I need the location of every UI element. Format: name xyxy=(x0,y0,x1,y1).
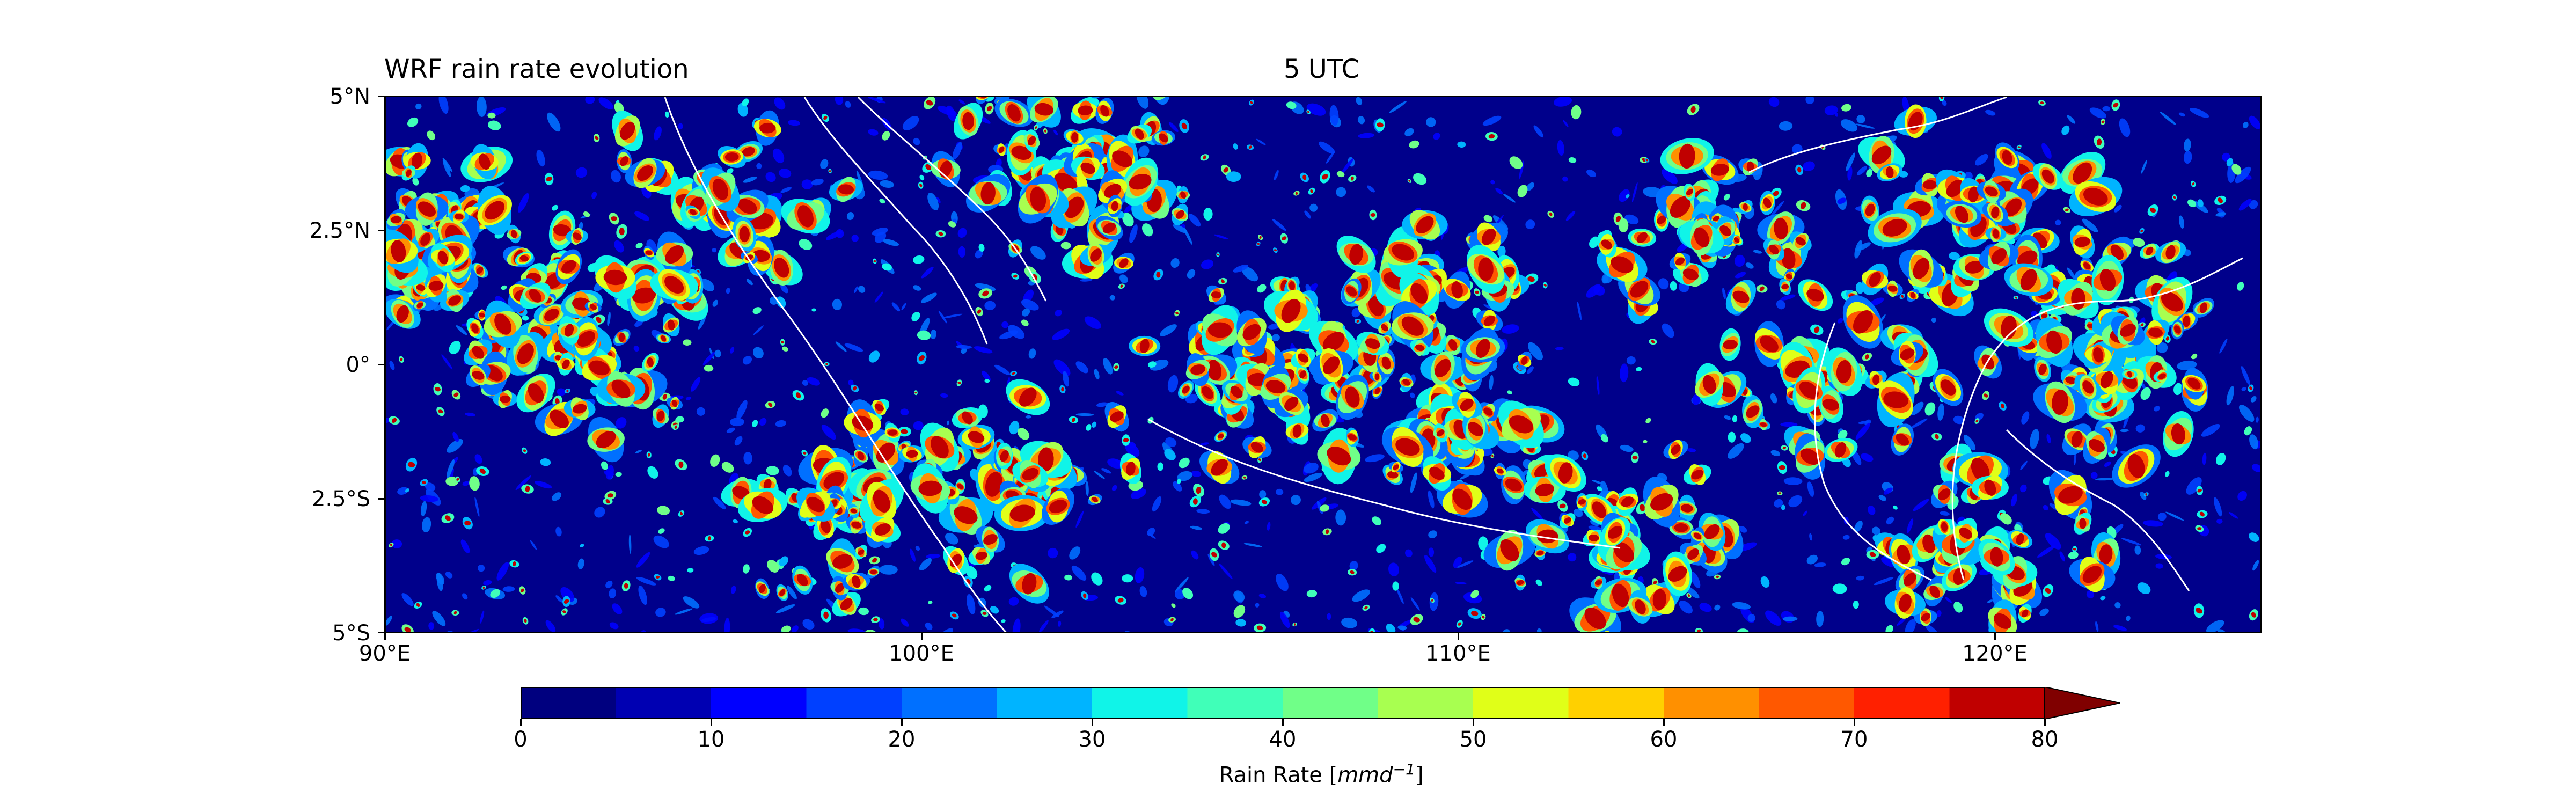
colorbar-swatch xyxy=(1759,687,1855,719)
lat-tick-mark xyxy=(378,96,384,97)
colorbar-outline xyxy=(521,687,2045,719)
lon-tick-mark xyxy=(921,633,923,640)
colorbar-swatch xyxy=(1568,687,1664,719)
figure-title: WRF rain rate evolution xyxy=(384,54,689,84)
lat-tick-mark xyxy=(378,498,384,500)
coastline-malay-peninsula xyxy=(857,97,1047,302)
colorbar-label: Rain Rate [mmd−1] xyxy=(1219,762,1424,786)
lat-tick-label: 5°N xyxy=(330,84,370,109)
colorbar-tick-label: 10 xyxy=(697,727,725,752)
lon-tick-label: 120°E xyxy=(1962,641,2028,666)
colorbar-label-text: Rain Rate [ xyxy=(1219,763,1338,788)
colorbar-tick-label: 60 xyxy=(1650,727,1678,752)
lon-tick-mark xyxy=(384,633,386,640)
colorbar-swatch xyxy=(1664,687,1759,719)
colorbar-tick-mark xyxy=(901,719,903,726)
lat-tick-mark xyxy=(378,364,384,365)
colorbar-tick-label: 30 xyxy=(1078,727,1106,752)
time-label: 5 UTC xyxy=(1284,54,1359,84)
colorbar-swatch xyxy=(1854,687,1950,719)
colorbar-tick-label: 80 xyxy=(2031,727,2059,752)
lat-tick-label: 2.5°N xyxy=(309,218,370,243)
colorbar-swatch xyxy=(711,687,807,719)
coastline-java-sea xyxy=(1147,418,1621,549)
colorbar-label-exponent: −1 xyxy=(1393,760,1415,778)
colorbar-tick-label: 50 xyxy=(1459,727,1487,752)
colorbar-tick-mark xyxy=(1092,719,1093,726)
coastline-borneo xyxy=(1748,97,2007,173)
coastlines xyxy=(664,97,2243,632)
colorbar-swatch xyxy=(1949,687,2045,719)
lon-tick-label: 90°E xyxy=(358,641,411,666)
lat-tick-mark xyxy=(378,632,384,633)
colorbar-swatch xyxy=(1283,687,1378,719)
colorbar xyxy=(521,687,2131,719)
colorbar-tick-mark xyxy=(1282,719,1284,726)
lon-tick-label: 100°E xyxy=(889,641,954,666)
colorbar-tick-label: 0 xyxy=(514,727,528,752)
colorbar-swatches xyxy=(521,687,2120,719)
map-panel xyxy=(384,96,2262,633)
colorbar-tick-mark xyxy=(1473,719,1474,726)
colorbar-swatch xyxy=(997,687,1093,719)
colorbar-tick-mark xyxy=(1854,719,1855,726)
lon-tick-label: 110°E xyxy=(1425,641,1491,666)
coastline-sumatra-east xyxy=(803,97,988,345)
coastline-borneo-south xyxy=(1814,322,1932,581)
colorbar-swatch xyxy=(806,687,902,719)
colorbar-swatch xyxy=(1378,687,1474,719)
colorbar-extend-arrow xyxy=(2044,687,2120,719)
colorbar-tick-mark xyxy=(711,719,712,726)
colorbar-swatch xyxy=(902,687,997,719)
colorbar-label-unit: mmd xyxy=(1337,763,1393,788)
colorbar-tick-mark xyxy=(1663,719,1665,726)
lat-tick-label: 5°S xyxy=(332,621,370,646)
colorbar-tick-label: 70 xyxy=(1840,727,1868,752)
lat-tick-mark xyxy=(378,230,384,231)
colorbar-tick-mark xyxy=(520,719,522,726)
colorbar-label-end: ] xyxy=(1415,763,1424,788)
colorbar-tick-label: 40 xyxy=(1269,727,1297,752)
lat-tick-label: 2.5°S xyxy=(311,487,370,511)
colorbar-tick-label: 20 xyxy=(888,727,916,752)
rain-rate-map xyxy=(386,97,2260,632)
colorbar-swatch xyxy=(1187,687,1283,719)
coastline-sulawesi xyxy=(1951,257,2243,581)
coastline-sulawesi-arm xyxy=(2006,429,2190,591)
colorbar-swatch xyxy=(616,687,712,719)
colorbar-swatch xyxy=(521,687,616,719)
rain-cells xyxy=(386,97,2260,632)
coastline-sumatra-west xyxy=(664,97,1007,632)
lat-tick-label: 0° xyxy=(346,353,370,377)
colorbar-swatch xyxy=(1473,687,1569,719)
colorbar-tick-mark xyxy=(2044,719,2046,726)
colorbar-swatch xyxy=(1092,687,1188,719)
lon-tick-mark xyxy=(1458,633,1459,640)
lon-tick-mark xyxy=(1994,633,1996,640)
